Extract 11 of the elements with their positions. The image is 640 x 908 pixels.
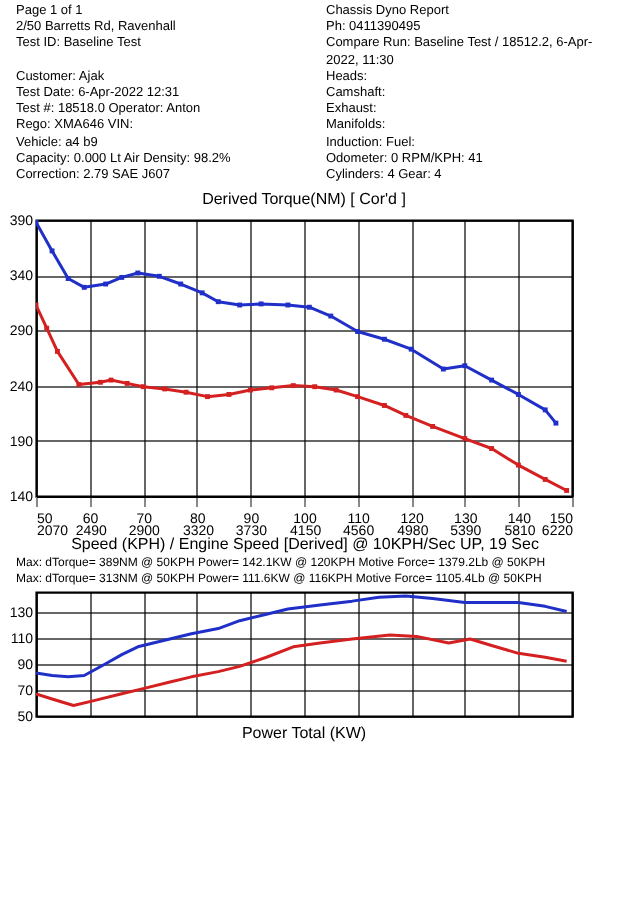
point xyxy=(564,488,570,494)
text: Power Total (KW) xyxy=(241,724,367,743)
line-series xyxy=(36,220,559,427)
x-axis-title: Speed (KPH) / Engine Speed [Derived] @ 10KPH/Sec UP, 19 Sec xyxy=(71,535,539,554)
line-series xyxy=(36,303,570,494)
point xyxy=(140,384,146,390)
point xyxy=(553,421,559,427)
line-series xyxy=(36,594,569,679)
point xyxy=(258,301,264,307)
line-series xyxy=(36,634,569,708)
chart-title: Derived Torque(NM) [ Cor'd ] xyxy=(202,190,406,209)
